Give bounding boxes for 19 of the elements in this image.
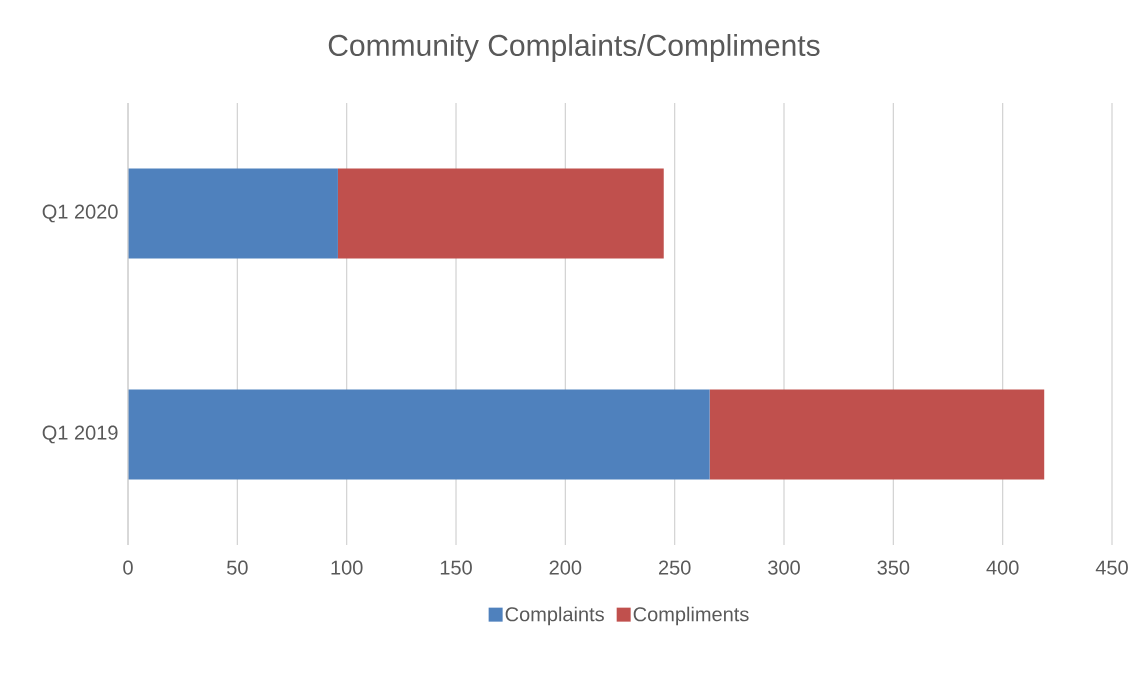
x-tick-label: 100 [331, 560, 363, 575]
x-tick-label: 150 [440, 560, 472, 575]
x-tick-label: 50 [227, 560, 248, 575]
bar [128, 168, 338, 259]
bar [709, 389, 1045, 480]
x-tick-label: 400 [986, 560, 1019, 575]
chart-title: Community Complaints/Compliments [328, 34, 820, 62]
bar [337, 168, 664, 259]
y-tick-label: Q1 2019 [42, 425, 118, 444]
x-tick-label: 200 [549, 560, 582, 575]
x-tick-label: 0 [123, 560, 133, 575]
x-tick-label: 350 [877, 560, 910, 575]
x-tick-label: 300 [768, 560, 800, 575]
bar [128, 389, 710, 480]
legend-label: Complaints [505, 606, 604, 626]
x-tick-label: 450 [1095, 560, 1128, 575]
legend-label: Compliments [633, 606, 749, 626]
x-tick-label: 250 [658, 560, 691, 575]
y-tick-label: Q1 2020 [42, 204, 118, 223]
